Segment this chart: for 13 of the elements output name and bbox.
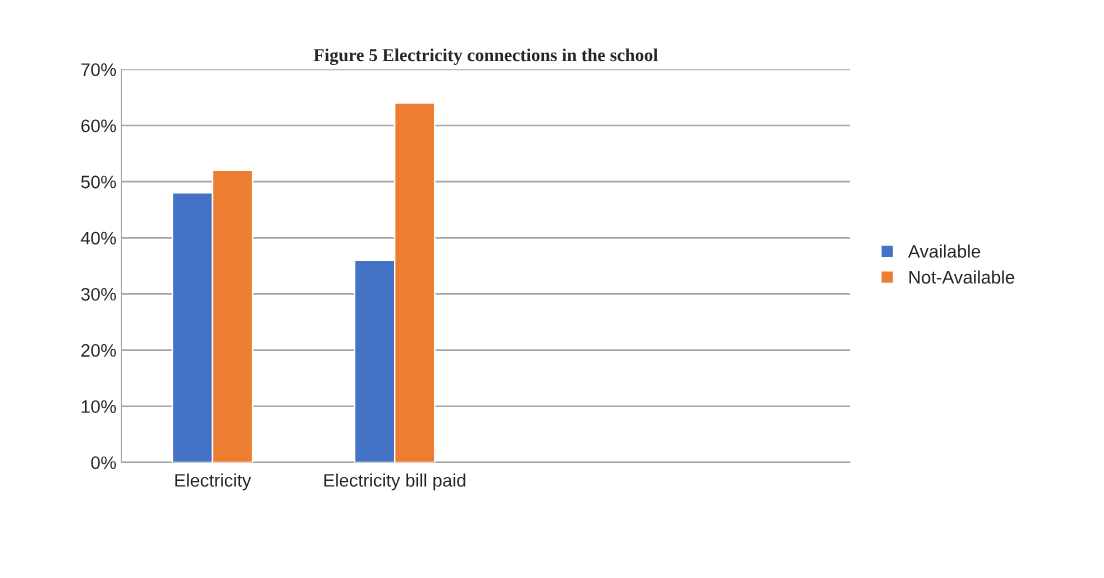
y-tick-label: 40% [80, 231, 116, 245]
y-tick-label: 60% [81, 119, 116, 133]
y-tick-label: 50% [81, 175, 116, 189]
legend-label: Not-Available [909, 270, 1015, 284]
x-tick-label: Electricity [175, 473, 252, 491]
chart-title: Figure 5 Electricity connections in the school [313, 48, 658, 66]
legend-label: Available [908, 244, 981, 258]
y-tick-label: 70% [81, 63, 116, 77]
y-tick-label: 30% [81, 287, 116, 301]
y-tick-label: 0% [91, 456, 116, 470]
y-tick-label: 20% [81, 344, 116, 357]
y-tick-label: 10% [81, 400, 116, 413]
x-tick-label: Electricity bill paid [324, 473, 466, 491]
